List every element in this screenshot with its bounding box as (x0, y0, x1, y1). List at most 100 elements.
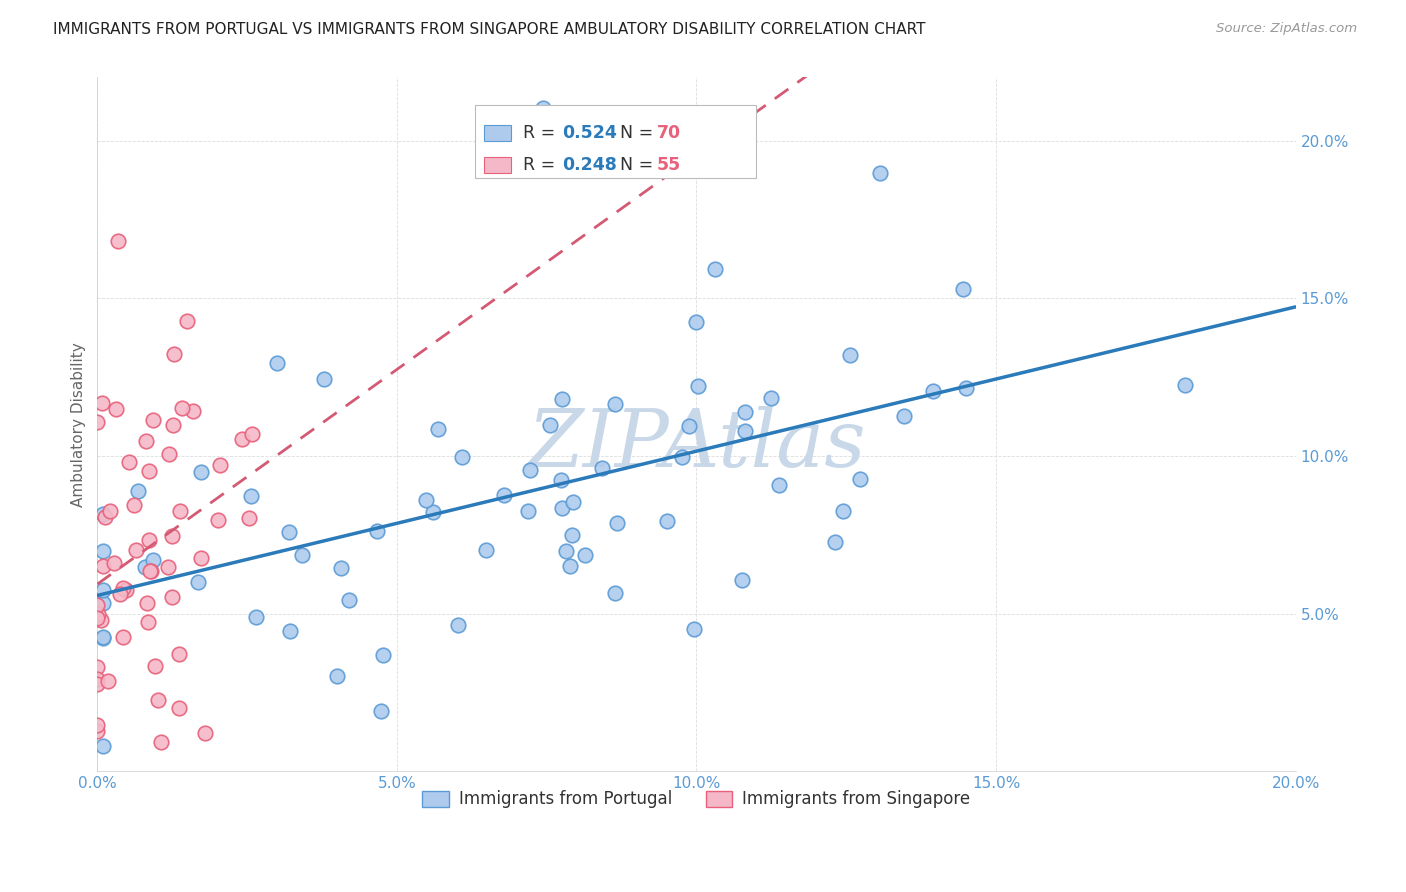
Point (550, 473, 572, 487)
Point (839, 348, 862, 362)
Point (240, 427, 263, 442)
Point (143, 659, 166, 673)
Point (125, 542, 148, 557)
Point (603, 397, 626, 411)
Point (157, 447, 180, 461)
Point (671, 450, 693, 465)
Point (558, 558, 581, 573)
Point (207, 513, 229, 527)
Point (685, 315, 707, 329)
Point (591, 461, 613, 475)
Point (366, 524, 388, 538)
Point (86, 677, 108, 691)
Point (93, 632, 115, 646)
Point (142, 413, 165, 427)
Point (688, 379, 710, 393)
Point (475, 542, 498, 557)
Point (86, 599, 108, 613)
Point (103, 556, 125, 570)
Point (551, 501, 574, 516)
Point (516, 504, 538, 518)
Point (104, 401, 127, 416)
Point (427, 422, 450, 436)
Text: R =: R = (523, 156, 561, 174)
Point (86, 416, 108, 430)
Point (208, 458, 231, 472)
Point (606, 516, 628, 530)
Point (190, 551, 212, 566)
Point (167, 647, 190, 661)
Y-axis label: Ambulatory Disability: Ambulatory Disability (72, 342, 86, 507)
Point (678, 419, 700, 434)
Point (167, 701, 190, 715)
Point (280, 624, 302, 638)
Point (704, 262, 727, 277)
Point (162, 417, 184, 432)
Point (93, 596, 115, 610)
Point (291, 548, 314, 562)
Legend: Immigrants from Portugal, Immigrants from Singapore: Immigrants from Portugal, Immigrants fro… (416, 784, 977, 815)
Point (277, 525, 299, 540)
Point (87, 607, 110, 621)
Point (734, 424, 756, 438)
Point (136, 596, 159, 610)
Point (603, 585, 626, 599)
Point (231, 432, 253, 446)
Point (139, 564, 162, 578)
Point (141, 564, 163, 578)
Point (138, 533, 160, 547)
Point (768, 478, 790, 492)
Text: 0.524: 0.524 (562, 124, 617, 142)
Point (415, 492, 437, 507)
Point (111, 630, 134, 644)
Point (330, 560, 353, 574)
Text: N =: N = (609, 124, 659, 142)
Point (492, 488, 515, 502)
Point (922, 384, 945, 398)
Point (533, 101, 555, 115)
Point (93, 543, 115, 558)
Point (135, 434, 157, 448)
Text: 70: 70 (657, 124, 681, 142)
Point (142, 553, 165, 567)
Point (90, 396, 112, 410)
Point (160, 529, 183, 543)
Point (337, 593, 360, 607)
Point (194, 726, 217, 740)
Point (86, 660, 108, 674)
Point (150, 735, 173, 749)
Point (98, 504, 121, 518)
Point (561, 528, 583, 542)
Point (325, 669, 347, 683)
Point (136, 615, 159, 630)
Point (312, 372, 335, 386)
Point (538, 417, 561, 432)
Point (163, 347, 186, 361)
Point (869, 166, 891, 180)
Point (371, 648, 394, 662)
Point (138, 464, 160, 478)
Point (107, 234, 129, 248)
Point (422, 505, 444, 519)
Point (187, 575, 209, 590)
Point (93, 509, 115, 524)
Point (574, 548, 596, 562)
FancyBboxPatch shape (485, 125, 510, 141)
Point (824, 534, 846, 549)
Text: R =: R = (523, 124, 561, 142)
Point (555, 543, 578, 558)
Point (86, 611, 108, 625)
Point (550, 392, 572, 407)
Point (86, 717, 108, 731)
Point (266, 355, 288, 369)
Point (450, 450, 472, 465)
Point (86, 672, 108, 686)
FancyBboxPatch shape (485, 157, 510, 172)
Point (181, 404, 204, 418)
Point (683, 622, 706, 636)
FancyBboxPatch shape (475, 105, 756, 178)
Point (238, 510, 260, 524)
Point (759, 391, 782, 405)
Point (127, 483, 149, 498)
Point (245, 610, 267, 624)
